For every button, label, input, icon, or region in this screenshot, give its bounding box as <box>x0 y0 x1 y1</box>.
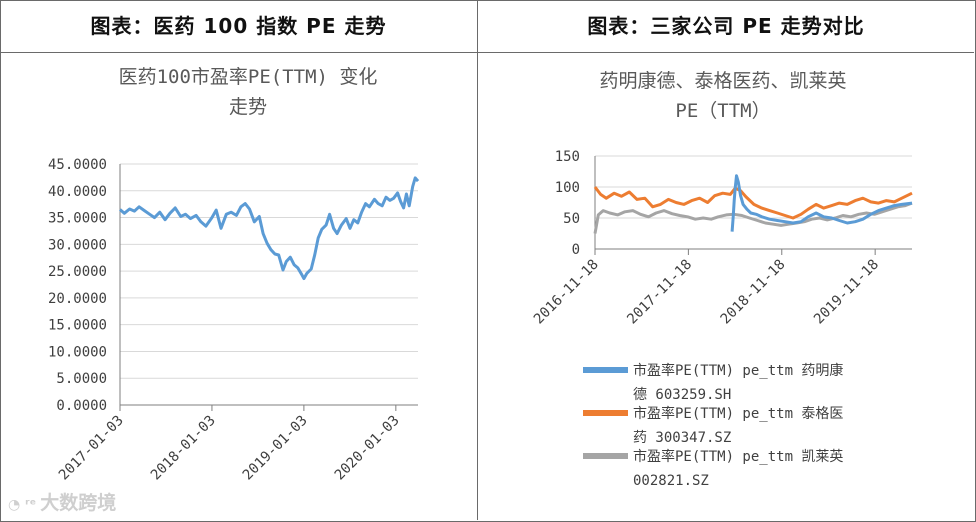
left-y-tick-label: 5.0000 <box>56 371 107 387</box>
right-x-tick-label: 2016-11-18 <box>531 257 602 328</box>
left-y-tick-label: 35.0000 <box>48 211 107 227</box>
legend-label-line: 药 300347.SZ <box>633 430 731 446</box>
right-x-tick-label: 2017-11-18 <box>624 257 695 328</box>
left-y-tick-label: 25.0000 <box>48 264 107 280</box>
watermark-logo-icon: ◔ ʳᵉ <box>8 497 37 513</box>
left-y-tick-label: 30.0000 <box>48 237 107 253</box>
right-series-line <box>593 186 913 220</box>
legend-label-line: 市盈率PE(TTM) pe_ttm 泰格医 <box>633 405 843 422</box>
left-panel-title: 图表：医药 100 指数 PE 走势 <box>90 14 387 38</box>
right-y-tick-label: 50 <box>563 211 580 227</box>
right-y-tick-label: 150 <box>555 149 580 165</box>
legend-label-line: 德 603259.SH <box>633 387 731 403</box>
left-chart-title-line: 走势 <box>229 96 267 118</box>
header-divider <box>0 52 974 53</box>
watermark: ◔ ʳᵉ 大数跨境 <box>8 488 116 515</box>
legend-label-line: 市盈率PE(TTM) pe_ttm 药明康 <box>633 362 843 379</box>
right-series-line <box>593 201 913 234</box>
left-y-tick-label: 40.0000 <box>48 184 107 200</box>
left-chart-title-line: 医药100市盈率PE(TTM) 变化 <box>119 66 378 88</box>
left-x-tick-label: 2019-01-03 <box>240 413 311 484</box>
right-chart-title-line: 药明康德、泰格医药、凯莱英 <box>599 70 846 92</box>
panel-divider <box>477 0 478 520</box>
left-y-tick-label: 0.0000 <box>56 398 107 414</box>
left-series-line <box>119 176 420 281</box>
left-y-tick-label: 10.0000 <box>48 344 107 360</box>
right-panel-title: 图表：三家公司 PE 走势对比 <box>587 14 865 38</box>
left-y-tick-label: 45.0000 <box>48 157 107 173</box>
right-x-tick-label: 2018-11-18 <box>718 257 789 328</box>
left-x-tick-label: 2020-01-03 <box>332 413 403 484</box>
legend-label-line: 市盈率PE(TTM) pe_ttm 凯莱英 <box>633 448 843 465</box>
legend-label-line: 002821.SZ <box>633 473 709 489</box>
right-chart-title-line: PE（TTM） <box>675 100 770 122</box>
left-y-tick-label: 15.0000 <box>48 318 107 334</box>
left-x-tick-label: 2017-01-03 <box>56 413 127 484</box>
right-y-tick-label: 100 <box>555 180 580 196</box>
right-series-line <box>730 174 913 232</box>
left-y-tick-label: 20.0000 <box>48 291 107 307</box>
left-x-tick-label: 2018-01-03 <box>148 413 219 484</box>
watermark-text: 大数跨境 <box>40 492 117 514</box>
right-y-tick-label: 0 <box>572 242 580 258</box>
right-x-tick-label: 2019-11-18 <box>811 257 882 328</box>
